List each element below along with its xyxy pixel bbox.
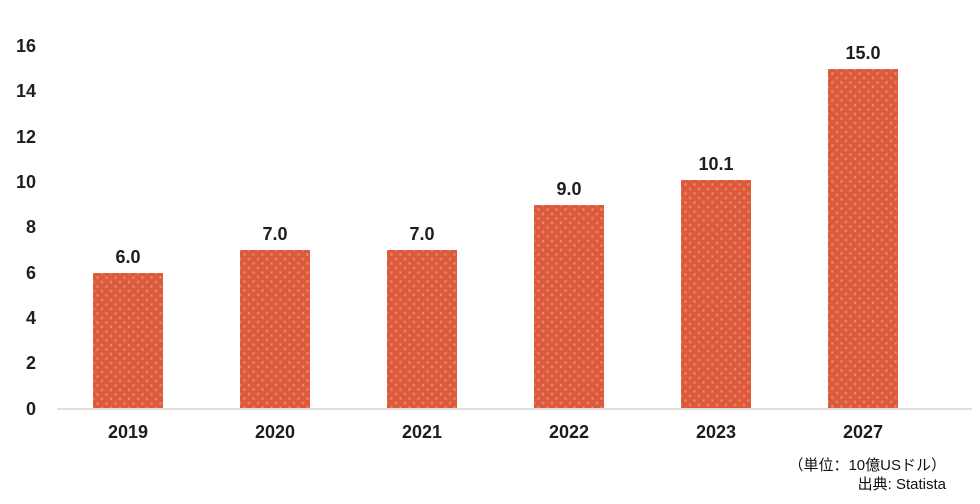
x-tick-label: 2022 (548, 421, 590, 442)
bar (828, 68, 898, 409)
y-tick-label: 14 (15, 81, 36, 102)
y-tick-label: 16 (15, 36, 36, 56)
x-tick-label: 2019 (107, 421, 149, 442)
bar (681, 179, 751, 409)
bar (534, 204, 604, 409)
x-tick-label: 2021 (401, 421, 443, 442)
bar-value-label: 10.1 (698, 153, 734, 174)
y-tick-label: 6 (25, 262, 36, 283)
x-tick-label: 2020 (254, 421, 296, 442)
chart-footnote: （単位：10億USドル） 出典: Statista (788, 456, 946, 494)
bar-value-label: 15.0 (845, 42, 881, 63)
bar (387, 249, 457, 409)
x-axis-line (57, 407, 972, 410)
y-tick-label: 4 (25, 307, 36, 328)
bar-value-label: 7.0 (262, 223, 288, 244)
bar-value-label: 6.0 (115, 246, 141, 267)
y-tick-label: 10 (15, 171, 36, 192)
unit-note: （単位：10億USドル） (788, 457, 946, 474)
y-tick-label: 8 (25, 217, 36, 238)
y-tick-label: 2 (25, 353, 36, 374)
bar-value-label: 9.0 (556, 178, 582, 199)
bar (240, 249, 310, 409)
y-tick-label: 0 (25, 398, 36, 419)
source-note: 出典: Statista (857, 476, 946, 493)
x-tick-label: 2023 (695, 421, 737, 442)
y-tick-label: 12 (15, 126, 36, 147)
bar (93, 272, 163, 409)
bar-value-label: 7.0 (409, 223, 435, 244)
x-tick-label: 2027 (842, 421, 884, 442)
